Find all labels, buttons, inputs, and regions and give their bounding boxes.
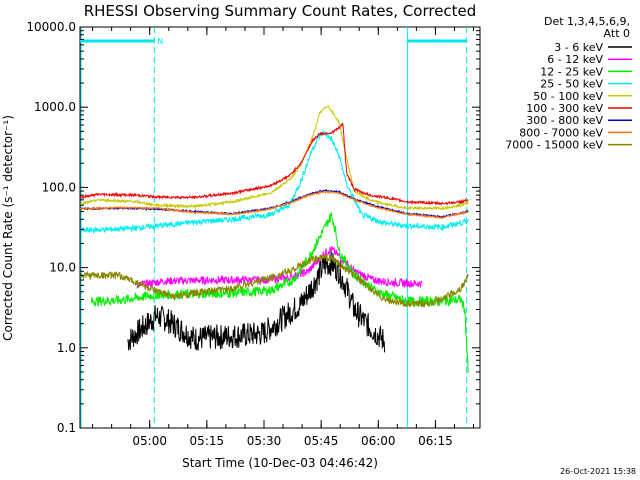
x-tick-label: 05:30 — [247, 434, 282, 448]
legend-label: 800 - 7000 keV — [519, 126, 603, 139]
series-layer — [79, 104, 469, 374]
series-line — [136, 245, 423, 290]
y-tick-label: 1.0 — [57, 341, 76, 355]
series-line — [79, 104, 469, 211]
legend-label: 300 - 800 keV — [526, 114, 603, 127]
footer-timestamp: 26-Oct-2021 15:38 — [560, 467, 636, 476]
legend-label: 50 - 100 keV — [533, 90, 603, 103]
series-line — [127, 250, 386, 353]
x-tick-label: 05:15 — [190, 434, 225, 448]
legend-label: 6 - 12 keV — [547, 53, 603, 66]
x-tick-label: 05:00 — [132, 434, 167, 448]
plot-area — [79, 26, 481, 429]
x-tick-label: 06:15 — [418, 434, 453, 448]
series-line — [90, 211, 469, 374]
plot-frame — [79, 26, 481, 429]
y-tick-label: 100.0 — [42, 180, 76, 194]
series-line — [79, 190, 469, 220]
legend-label: 7000 - 15000 keV — [505, 139, 603, 152]
y-axis-ticks: 0.1 1.0 10.0 100.0 1000.0 10000.0 — [26, 20, 480, 435]
y-tick-label: 1000.0 — [34, 100, 76, 114]
x-tick-label: 05:45 — [304, 434, 339, 448]
y-tick-label: 10000.0 — [26, 20, 76, 34]
chart-title: RHESSI Observing Summary Count Rates, Co… — [84, 2, 477, 20]
series-line — [79, 129, 469, 235]
legend-label: 12 - 25 keV — [540, 65, 603, 78]
legend-header-line-1: Det 1,3,4,5,6,9, — [544, 15, 630, 28]
y-axis-label: Corrected Count Rate (s⁻¹ detector⁻¹) — [1, 115, 15, 341]
series-line — [79, 122, 469, 207]
night-bar-label: N — [157, 37, 163, 46]
time-markers: N — [80, 27, 468, 428]
y-tick-label: 10.0 — [49, 261, 76, 275]
x-tick-label: 06:00 — [361, 434, 396, 448]
y-tick-label: 0.1 — [57, 421, 76, 435]
legend-header-line-2: Att 0 — [604, 27, 630, 40]
legend-label: 3 - 6 keV — [554, 41, 603, 54]
series-line — [79, 254, 469, 308]
x-axis-ticks: 05:00 05:15 05:30 05:45 06:00 06:15 — [92, 27, 475, 448]
legend-label: 25 - 50 keV — [540, 78, 603, 91]
x-axis-label: Start Time (10-Dec-03 04:46:42) — [182, 456, 378, 470]
legend-label: 100 - 300 keV — [526, 102, 603, 115]
